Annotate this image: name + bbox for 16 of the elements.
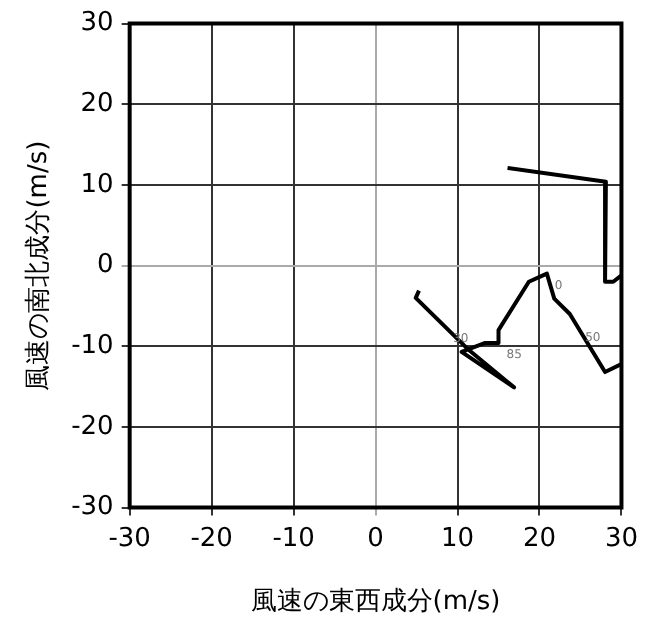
x-tick-label: 30 [604,523,638,554]
x-tick-label: 0 [367,523,384,554]
y-tick-label: 20 [80,89,114,120]
x-tick-label: -20 [190,523,233,554]
y-tick-label: -10 [71,331,114,362]
x-tick-label: 10 [440,523,475,554]
y-tick-label: -20 [71,411,114,442]
y-tick-label: 30 [80,8,114,39]
y-tick-label: -30 [71,492,114,523]
y-axis-title: 風速の南北成分(m/s) [24,140,55,391]
y-tick-label: 0 [97,250,114,281]
x-tick-label: -10 [272,523,315,554]
x-tick-label: 20 [522,523,557,554]
x-tick-label: -30 [108,523,151,554]
y-tick-label: 10 [80,169,114,200]
x-axis-title: 風速の東西成分(m/s) [250,587,501,618]
